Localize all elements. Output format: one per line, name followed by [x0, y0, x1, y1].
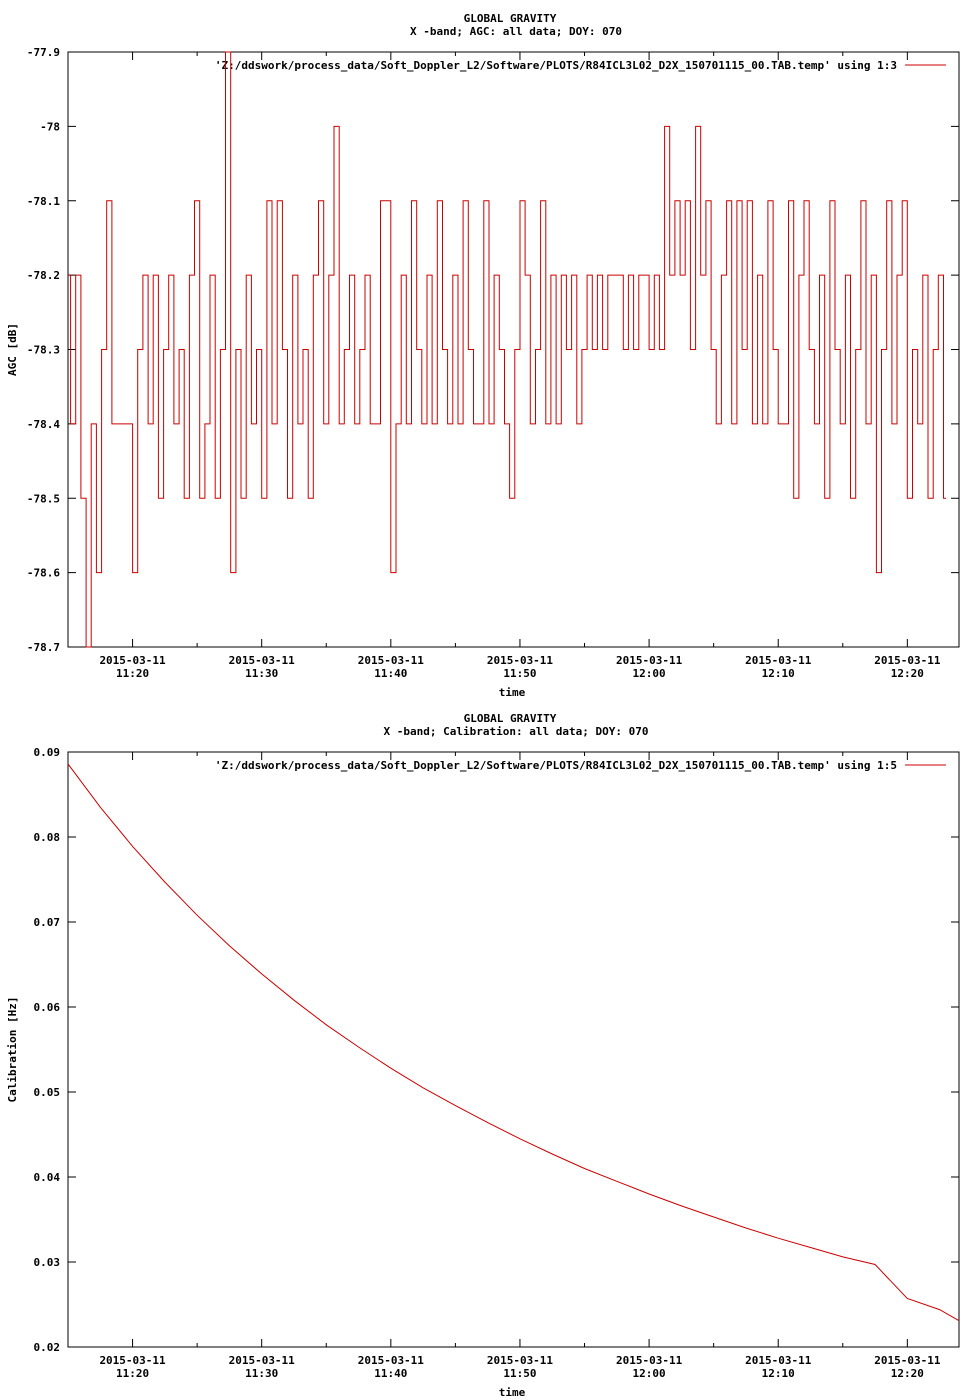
x-tick-date-label: 2015-03-11 [616, 1354, 683, 1367]
y-tick-label: -77.9 [27, 46, 60, 59]
x-axis-label: time [499, 1386, 526, 1399]
x-tick-time-label: 11:40 [374, 667, 407, 680]
plot-frame [67, 51, 960, 648]
x-tick-date-label: 2015-03-11 [229, 654, 296, 667]
y-tick-label: -78.3 [27, 344, 60, 357]
series-line [68, 51, 947, 648]
x-tick-time-label: 11:30 [245, 667, 278, 680]
y-tick-label: -78.4 [27, 418, 60, 431]
x-tick-time-label: 11:20 [116, 1367, 149, 1380]
x-tick-time-label: 11:20 [116, 667, 149, 680]
x-tick-date-label: 2015-03-11 [616, 654, 683, 667]
x-tick-date-label: 2015-03-11 [487, 1354, 554, 1367]
x-tick-time-label: 11:40 [374, 1367, 407, 1380]
y-tick-label: 0.02 [34, 1341, 61, 1354]
x-tick-time-label: 12:10 [762, 667, 795, 680]
y-tick-label: 0.09 [34, 746, 61, 759]
x-tick-date-label: 2015-03-11 [99, 654, 166, 667]
y-tick-label: 0.06 [34, 1001, 61, 1014]
x-tick-date-label: 2015-03-11 [874, 654, 941, 667]
y-tick-label: -78.1 [27, 195, 60, 208]
y-tick-label: 0.04 [34, 1171, 61, 1184]
x-tick-time-label: 11:50 [503, 1367, 536, 1380]
legend-label: 'Z:/ddswork/process_data/Soft_Doppler_L2… [215, 759, 897, 772]
y-axis-label: AGC [dB] [6, 323, 19, 376]
x-tick-date-label: 2015-03-11 [358, 654, 425, 667]
x-tick-date-label: 2015-03-11 [745, 1354, 812, 1367]
plot-frame [67, 751, 960, 1348]
y-tick-label: 0.08 [34, 831, 61, 844]
y-tick-label: -78.7 [27, 641, 60, 654]
y-tick-label: -78.5 [27, 492, 60, 505]
x-tick-time-label: 11:50 [503, 667, 536, 680]
y-tick-label: 0.05 [34, 1086, 61, 1099]
y-tick-label: -78.6 [27, 567, 60, 580]
y-axis-label: Calibration [Hz] [6, 997, 19, 1103]
x-tick-date-label: 2015-03-11 [229, 1354, 296, 1367]
x-tick-time-label: 12:00 [633, 1367, 666, 1380]
x-tick-date-label: 2015-03-11 [487, 654, 554, 667]
x-tick-date-label: 2015-03-11 [99, 1354, 166, 1367]
chart-title: GLOBAL GRAVITY [464, 12, 557, 25]
x-tick-date-label: 2015-03-11 [745, 654, 812, 667]
y-tick-label: -78.2 [27, 269, 60, 282]
x-tick-date-label: 2015-03-11 [358, 1354, 425, 1367]
chart-title: GLOBAL GRAVITY [464, 712, 557, 725]
y-tick-label: 0.03 [34, 1256, 61, 1269]
legend-label: 'Z:/ddswork/process_data/Soft_Doppler_L2… [215, 59, 897, 72]
x-tick-time-label: 11:30 [245, 1367, 278, 1380]
x-tick-time-label: 12:20 [891, 667, 924, 680]
y-tick-label: 0.07 [34, 916, 61, 929]
x-tick-date-label: 2015-03-11 [874, 1354, 941, 1367]
x-tick-time-label: 12:00 [633, 667, 666, 680]
x-axis-label: time [499, 686, 526, 699]
chart-subtitle: X -band; AGC: all data; DOY: 070 [410, 25, 622, 38]
y-tick-label: -78 [40, 120, 60, 133]
series-line [67, 763, 960, 1322]
x-tick-time-label: 12:20 [891, 1367, 924, 1380]
x-tick-time-label: 12:10 [762, 1367, 795, 1380]
chart-subtitle: X -band; Calibration: all data; DOY: 070 [384, 725, 649, 738]
